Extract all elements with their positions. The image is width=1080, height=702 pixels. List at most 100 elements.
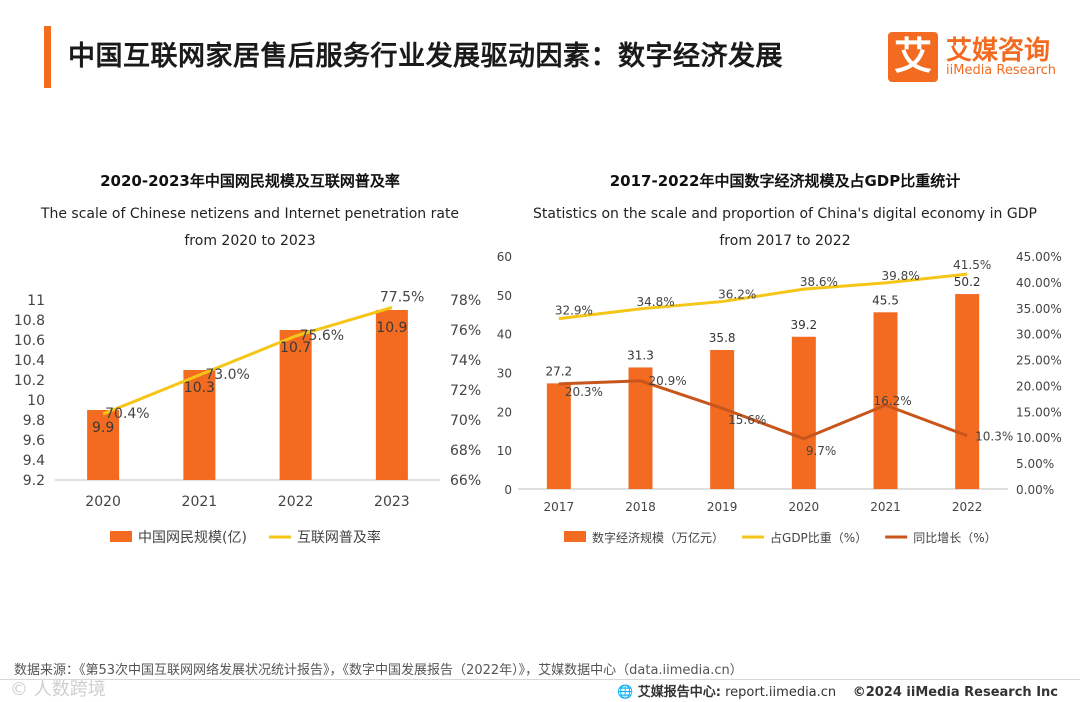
- footer-divider: [0, 679, 1080, 680]
- chart2-subtitle-line1: Statistics on the scale and proportion o…: [533, 206, 1037, 222]
- c2-y-right-tick: 30.00%: [1016, 328, 1062, 342]
- c2-line-label: 20.9%: [649, 374, 687, 388]
- c2-bar: [873, 312, 898, 489]
- chart2-heading: 2017-2022年中国数字经济规模及占GDP比重统计 Statistics o…: [500, 170, 1070, 255]
- c1-bar-label: 10.9: [376, 320, 407, 336]
- c1-y-left-tick: 10: [27, 393, 45, 409]
- c2-line-label: 39.8%: [882, 269, 920, 283]
- c2-line-label: 15.6%: [728, 413, 766, 427]
- c2-bar-label: 50.2: [954, 275, 981, 289]
- c2-line-label: 16.2%: [874, 394, 912, 408]
- c1-legend-label: 互联网普及率: [297, 529, 381, 546]
- c2-x-tick: 2021: [870, 500, 901, 514]
- chart1-subtitle-line1: The scale of Chinese netizens and Intern…: [40, 206, 460, 222]
- iimedia-logo: 艾 艾媒咨询 iiMedia Research: [888, 30, 1068, 82]
- c1-bar: [87, 410, 120, 480]
- c1-bar-label: 10.3: [184, 380, 215, 396]
- page-title: 中国互联网家居售后服务行业发展驱动因素：数字经济发展: [68, 41, 783, 72]
- c2-x-tick: 2018: [625, 500, 656, 514]
- c2-bar-label: 31.3: [627, 348, 654, 362]
- chart2-digital-economy: 0 10 20 30 40 50 60 0.00% 5.00% 10.00% 15.00% 20.00…: [497, 250, 1062, 545]
- c1-y-left-tick: 10.8: [14, 313, 45, 329]
- c2-line-label: 32.9%: [555, 304, 593, 318]
- copyright: ©2024 iiMedia Research Inc: [852, 685, 1058, 700]
- c1-y-right-tick: 74%: [450, 353, 481, 369]
- c2-x-tick: 2019: [707, 500, 738, 514]
- c1-line-1: [102, 306, 393, 416]
- c1-line-label: 75.6%: [300, 328, 344, 344]
- c2-y-left-tick: 40: [497, 328, 512, 342]
- c2-line-label: 9.7%: [806, 444, 837, 458]
- c2-y-right-tick: 35.00%: [1016, 302, 1062, 316]
- footer-info: 🌐 艾媒报告中心: report.iimedia.cn ©2024 iiMedi…: [617, 681, 1058, 700]
- c2-legend-label: 同比增长（%）: [913, 531, 996, 545]
- c2-y-right-tick: 5.00%: [1016, 457, 1054, 471]
- c1-y-right-tick: 66%: [450, 473, 481, 489]
- c1-x-tick: 2022: [278, 494, 314, 510]
- title-accent-bar: [44, 26, 51, 88]
- logo-cn: 艾媒咨询: [946, 36, 1051, 66]
- logo-mark: 艾: [888, 32, 938, 82]
- c1-x-tick: 2023: [374, 494, 410, 510]
- c2-line-label: 20.3%: [565, 385, 603, 399]
- c2-y-right-tick: 15.00%: [1016, 405, 1062, 419]
- c1-legend-swatch-bar: [110, 531, 132, 542]
- c1-y-left-tick: 10.6: [14, 333, 45, 349]
- c2-legend-label: 数字经济规模（万亿元）: [592, 530, 724, 545]
- c2-y-right-tick: 40.00%: [1016, 276, 1062, 290]
- c2-line-label: 36.2%: [718, 288, 756, 302]
- c2-bar: [546, 383, 571, 489]
- c1-legend-label: 中国网民规模(亿): [138, 530, 247, 546]
- c1-y-right-tick: 76%: [450, 323, 481, 339]
- c2-bar-label: 27.2: [545, 364, 572, 378]
- report-center-url[interactable]: report.iimedia.cn: [725, 685, 837, 700]
- c2-y-right-tick: 45.00%: [1016, 250, 1062, 264]
- c1-bar: [183, 370, 216, 480]
- c1-x-tick: 2021: [182, 494, 218, 510]
- c2-y-left-tick: 20: [497, 405, 512, 419]
- chart1-title: 2020-2023年中国网民规模及互联网普及率: [100, 172, 400, 190]
- logo-en: iiMedia Research: [946, 63, 1057, 78]
- c2-line-1: [558, 272, 968, 321]
- c2-y-left-tick: 10: [497, 444, 512, 458]
- c2-line-label: 41.5%: [953, 258, 991, 272]
- c1-y-right-tick: 68%: [450, 443, 481, 459]
- c2-bar-label: 39.2: [790, 318, 817, 332]
- c1-y-left-tick: 9.6: [23, 433, 45, 449]
- c2-legend-swatch-bar: [564, 531, 586, 542]
- chart1-subtitle: The scale of Chinese netizens and Intern…: [30, 201, 470, 255]
- c1-y-right-tick: 72%: [450, 383, 481, 399]
- c1-y-right-tick: 70%: [450, 413, 481, 429]
- c2-y-right-tick: 10.00%: [1016, 431, 1062, 445]
- chart2-subtitle: Statistics on the scale and proportion o…: [500, 201, 1070, 255]
- c2-legend-label: 占GDP比重（%）: [770, 530, 867, 545]
- c2-line-label: 34.8%: [637, 295, 675, 309]
- c2-y-left-tick: 30: [497, 367, 512, 381]
- c2-line-label: 38.6%: [800, 275, 838, 289]
- c1-y-right-tick: 78%: [450, 293, 481, 309]
- c2-y-left-tick: 50: [497, 289, 512, 303]
- c1-y-left-tick: 10.2: [14, 373, 45, 389]
- c1-x-tick: 2020: [85, 494, 121, 510]
- chart2-subtitle-line2: from 2017 to 2022: [719, 233, 851, 249]
- chart1-subtitle-line2: from 2020 to 2023: [184, 233, 316, 249]
- c2-bar-label: 45.5: [872, 293, 899, 307]
- c1-bar-label: 10.7: [280, 340, 311, 356]
- chart1-netizens: 9.2 9.4 9.6 9.8 10 10.2 10.4 10.6 10.8 11 66% 68% 70…: [14, 290, 481, 547]
- c2-bar: [955, 294, 980, 489]
- chart2-title: 2017-2022年中国数字经济规模及占GDP比重统计: [609, 172, 961, 190]
- c1-y-left-tick: 11: [27, 293, 45, 309]
- c2-line-2: [558, 379, 968, 441]
- c1-y-left-tick: 10.4: [14, 353, 45, 369]
- c1-y-left-tick: 9.4: [23, 453, 45, 469]
- c2-bar: [710, 349, 735, 489]
- c1-bar-label: 9.9: [92, 420, 114, 436]
- c2-bar-label: 35.8: [709, 331, 736, 345]
- c1-line-label: 77.5%: [380, 290, 424, 306]
- c2-x-tick: 2022: [952, 500, 983, 514]
- c1-line-label: 73.0%: [205, 367, 249, 383]
- c1-bar: [279, 330, 312, 480]
- c2-y-right-tick: 25.00%: [1016, 354, 1062, 368]
- c2-bar: [628, 367, 653, 489]
- c2-line-label: 10.3%: [975, 430, 1013, 444]
